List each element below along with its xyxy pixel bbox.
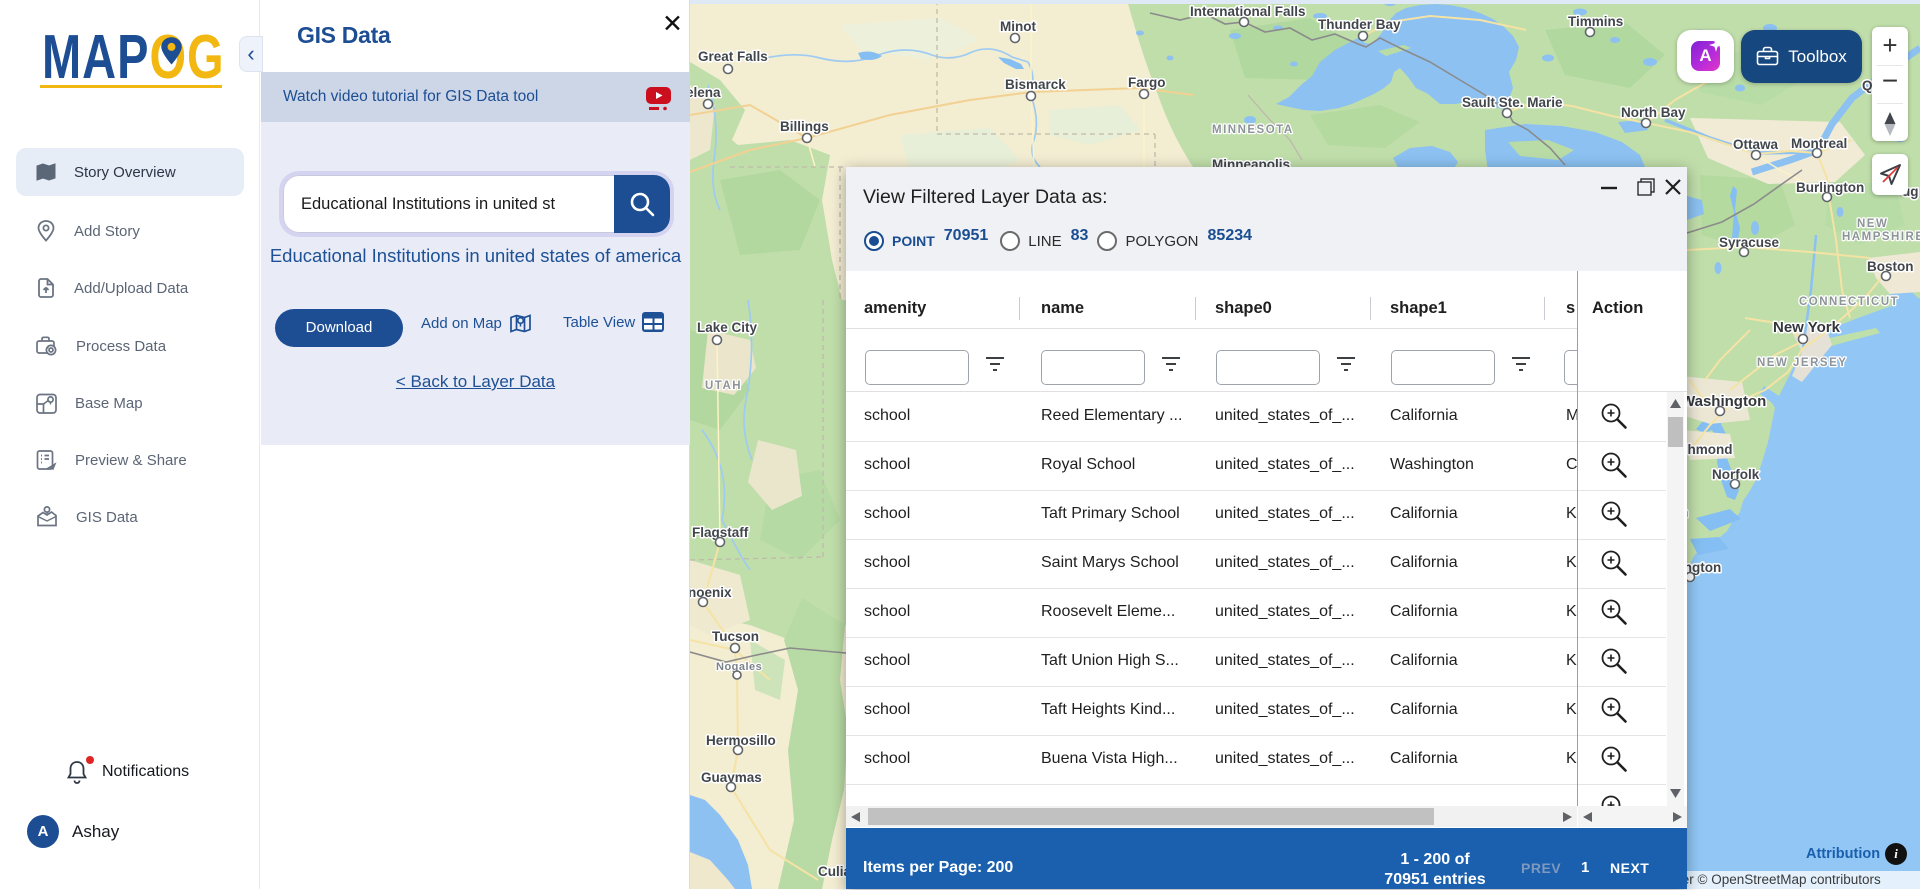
svg-text:Hermosillo: Hermosillo	[706, 733, 776, 748]
svg-text:elena: elena	[690, 85, 721, 100]
svg-text:UTAH: UTAH	[705, 380, 742, 392]
svg-text:Syracuse: Syracuse	[1719, 235, 1780, 250]
svg-text:Boston: Boston	[1867, 259, 1914, 274]
svg-text:Sault Ste. Marie: Sault Ste. Marie	[1462, 95, 1563, 110]
svg-text:NEW JERSEY: NEW JERSEY	[1757, 357, 1847, 369]
svg-text:Bismarck: Bismarck	[1005, 77, 1066, 92]
svg-text:noenix: noenix	[690, 585, 732, 600]
svg-text:North Bay: North Bay	[1621, 105, 1686, 120]
svg-text:Culia: Culia	[818, 864, 851, 879]
svg-text:Tucson: Tucson	[712, 629, 759, 644]
svg-text:MINNESOTA: MINNESOTA	[1212, 124, 1294, 136]
svg-text:Guaymas: Guaymas	[701, 770, 762, 785]
svg-text:Timmins: Timmins	[1568, 14, 1623, 29]
svg-text:Lake City: Lake City	[697, 320, 758, 335]
svg-text:Thunder Bay: Thunder Bay	[1318, 17, 1401, 32]
svg-text:International Falls: International Falls	[1190, 4, 1306, 19]
svg-text:Washington: Washington	[1681, 393, 1766, 410]
svg-text:Burlington: Burlington	[1796, 180, 1864, 195]
svg-text:New York: New York	[1773, 319, 1841, 336]
svg-text:Ottawa: Ottawa	[1733, 137, 1779, 152]
svg-text:Billings: Billings	[780, 119, 829, 134]
svg-text:NEW: NEW	[1857, 218, 1888, 230]
svg-text:Nogales: Nogales	[716, 661, 762, 673]
svg-text:CONNECTICUT: CONNECTICUT	[1799, 296, 1899, 308]
svg-text:Norfolk: Norfolk	[1712, 467, 1760, 482]
svg-text:Minot: Minot	[1000, 19, 1036, 34]
svg-text:Fargo: Fargo	[1128, 75, 1166, 90]
svg-text:ington: ington	[1680, 560, 1721, 575]
svg-text:Flagstaff: Flagstaff	[692, 525, 749, 540]
svg-text:HAMPSHIRE: HAMPSHIRE	[1842, 231, 1920, 243]
svg-text:Q: Q	[1862, 78, 1873, 93]
svg-text:Great Falls: Great Falls	[698, 49, 768, 64]
svg-text:Montreal: Montreal	[1791, 136, 1847, 151]
svg-text:chmond: chmond	[1680, 442, 1733, 457]
